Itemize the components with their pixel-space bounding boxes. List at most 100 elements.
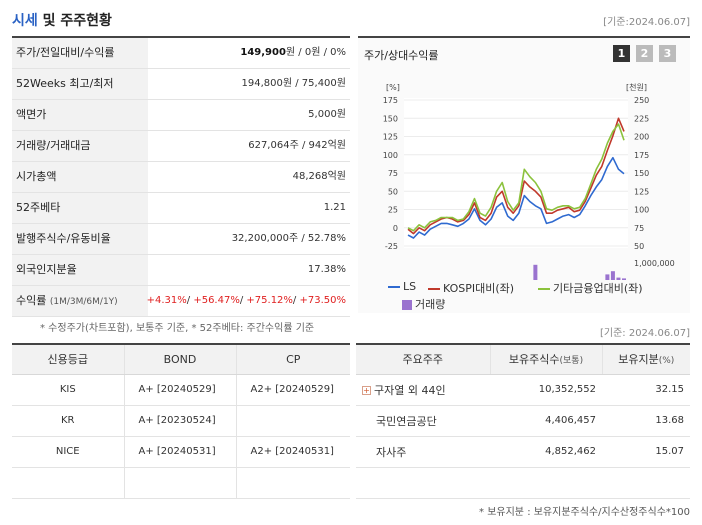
column-header: 주요주주 xyxy=(356,344,490,375)
column-header: 신용등급 xyxy=(12,344,124,375)
legend-line-icon xyxy=(538,288,550,290)
column-header: CP xyxy=(235,344,350,375)
info-row-beta: 52주베타 1.21 xyxy=(12,193,350,224)
info-value: 17.38% xyxy=(307,264,346,275)
info-label: 수익률 (1M/3M/6M/1Y) xyxy=(12,286,148,316)
legend-item-sector: 기타금융업대비(좌) xyxy=(538,280,643,296)
right-tick-label: 175 xyxy=(634,151,649,160)
empty-cell xyxy=(602,467,690,499)
table-row-empty xyxy=(12,467,350,499)
cp-rating: A2+ [20240529] xyxy=(235,374,350,406)
chart-panel: 주가/상대수익률 1 2 3 175 250 150 225 125 200 100 175 7… xyxy=(358,36,690,313)
return-1y: +73.50% xyxy=(299,295,346,306)
bond-rating: A+ [20240529] xyxy=(123,374,236,406)
table-row-empty xyxy=(356,467,690,499)
info-label: 외국인지분율 xyxy=(12,255,148,285)
info-footnote: * 수정주가(차트포함), 보통주 기준, * 52주베타: 주간수익률 기준 xyxy=(40,323,315,334)
title-highlight: 시세 xyxy=(12,13,38,29)
holder-pct: 32.15 xyxy=(602,374,690,406)
returns-periods: (1M/3M/6M/1Y) xyxy=(49,297,118,307)
series-line-2 xyxy=(407,123,625,232)
info-label: 액면가 xyxy=(12,100,148,130)
info-value: 1.21 xyxy=(323,202,346,213)
info-row-price: 주가/전일대비/수익률 149,900원 / 0원 / 0% xyxy=(12,38,350,69)
rating-agency: NICE xyxy=(12,436,124,468)
bond-rating: A+ [20230524] xyxy=(123,405,236,437)
holder-name[interactable]: 구자열 외 44인 xyxy=(374,383,446,397)
left-tick-label: 50 xyxy=(388,187,398,196)
price-change: 원 / 0원 / 0% xyxy=(285,47,346,58)
info-row-par: 액면가 5,000원 xyxy=(12,100,350,131)
legend-label: KOSPI대비(좌) xyxy=(443,282,515,295)
table-row: 국민연금공단 4,406,457 13.68 xyxy=(356,405,690,437)
info-value: 5,000원 xyxy=(308,109,346,120)
volume-bar xyxy=(610,271,615,280)
info-label: 52Weeks 최고/최저 xyxy=(12,69,148,99)
chart-page-1-button[interactable]: 1 xyxy=(613,45,630,62)
info-label: 거래량/거래대금 xyxy=(12,131,148,161)
left-tick-label: 25 xyxy=(388,206,398,215)
table-row: NICE A+ [20240531] A2+ [20240531] xyxy=(12,436,350,468)
info-label: 주가/전일대비/수익률 xyxy=(12,38,148,68)
info-label: 52주베타 xyxy=(12,193,148,223)
info-row-market-cap: 시가총액 48,268억원 xyxy=(12,162,350,193)
column-header: 보유주식수(보통) xyxy=(489,344,602,375)
chart-page-2-button[interactable]: 2 xyxy=(636,45,653,62)
holder-shares: 10,352,552 xyxy=(490,374,602,406)
right-tick-label: 150 xyxy=(634,169,649,178)
column-header: BOND xyxy=(123,344,236,375)
left-tick-label: 150 xyxy=(383,114,398,123)
sub-reference-date: [기준: 2024.06.07] xyxy=(599,328,690,339)
volume-bar xyxy=(605,274,610,280)
holder-pct: 15.07 xyxy=(602,436,690,468)
info-value: 32,200,000주 / 52.78% xyxy=(231,233,346,244)
return-3m: +56.47% xyxy=(193,295,240,306)
column-header: 보유지분(%) xyxy=(601,344,690,375)
left-tick-label: 100 xyxy=(383,151,398,160)
right-tick-label: 125 xyxy=(634,187,649,196)
info-row-52w: 52Weeks 최고/최저 194,800원 / 75,400원 xyxy=(12,69,350,100)
chart-page-3-button[interactable]: 3 xyxy=(659,45,676,62)
right-tick-label: 225 xyxy=(634,114,649,123)
credit-rating-table: 신용등급 BOND CP KIS A+ [20240529] A2+ [2024… xyxy=(12,343,350,499)
table-header-row: 신용등급 BOND CP xyxy=(12,344,350,375)
volume-bar xyxy=(616,277,621,280)
holder-name-cell: + 구자열 외 44인 xyxy=(356,374,490,406)
right-tick-label: 50 xyxy=(634,242,644,251)
info-row-shares: 발행주식수/유동비율 32,200,000주 / 52.78% xyxy=(12,224,350,255)
holders-footnote: * 보유지분 : 보유지분주식수/지수산정주식수*100 xyxy=(479,507,690,518)
market-info-table: 주가/전일대비/수익률 149,900원 / 0원 / 0% 52Weeks 최… xyxy=(12,36,350,317)
table-row: KR A+ [20230524] xyxy=(12,405,350,437)
right-tick-label: 100 xyxy=(634,206,649,215)
rating-agency: KIS xyxy=(12,374,124,406)
header-sub: (%) xyxy=(658,356,675,367)
empty-cell xyxy=(123,467,236,499)
table-row: 자사주 4,852,462 15.07 xyxy=(356,436,690,468)
info-label: 시가총액 xyxy=(12,162,148,192)
cp-rating xyxy=(235,405,350,437)
info-value: 48,268억원 xyxy=(292,171,346,182)
reference-date: [기준:2024.06.07] xyxy=(603,17,690,28)
rating-agency: KR xyxy=(12,405,124,437)
returns-label: 수익률 xyxy=(16,294,47,307)
holder-name: 자사주 xyxy=(356,436,490,468)
expand-plus-icon[interactable]: + xyxy=(362,386,371,395)
chart-title: 주가/상대수익률 xyxy=(364,49,439,62)
legend-label: 기타금융업대비(좌) xyxy=(553,282,643,295)
header-text: 보유주식수 xyxy=(508,353,560,367)
section-header: 시세 및 주주현황 [기준:2024.06.07] xyxy=(12,8,690,30)
holder-name: 국민연금공단 xyxy=(356,405,490,437)
table-row: + 구자열 외 44인 10,352,552 32.15 xyxy=(356,374,690,406)
empty-cell xyxy=(356,467,490,499)
left-tick-label: -25 xyxy=(385,242,398,251)
header-text: 보유지분 xyxy=(618,353,659,367)
info-row-volume: 거래량/거래대금 627,064주 / 942억원 xyxy=(12,131,350,162)
volume-bar xyxy=(622,278,626,280)
return-6m: +75.12% xyxy=(246,295,293,306)
volume-bar xyxy=(533,264,538,280)
major-shareholders-table: 주요주주 보유주식수(보통) 보유지분(%) + 구자열 외 44인 10,352… xyxy=(356,343,690,499)
left-tick-label: 125 xyxy=(383,133,398,142)
table-header-row: 주요주주 보유주식수(보통) 보유지분(%) xyxy=(356,344,690,375)
legend-line-icon xyxy=(428,288,440,290)
holder-shares: 4,406,457 xyxy=(490,405,602,437)
